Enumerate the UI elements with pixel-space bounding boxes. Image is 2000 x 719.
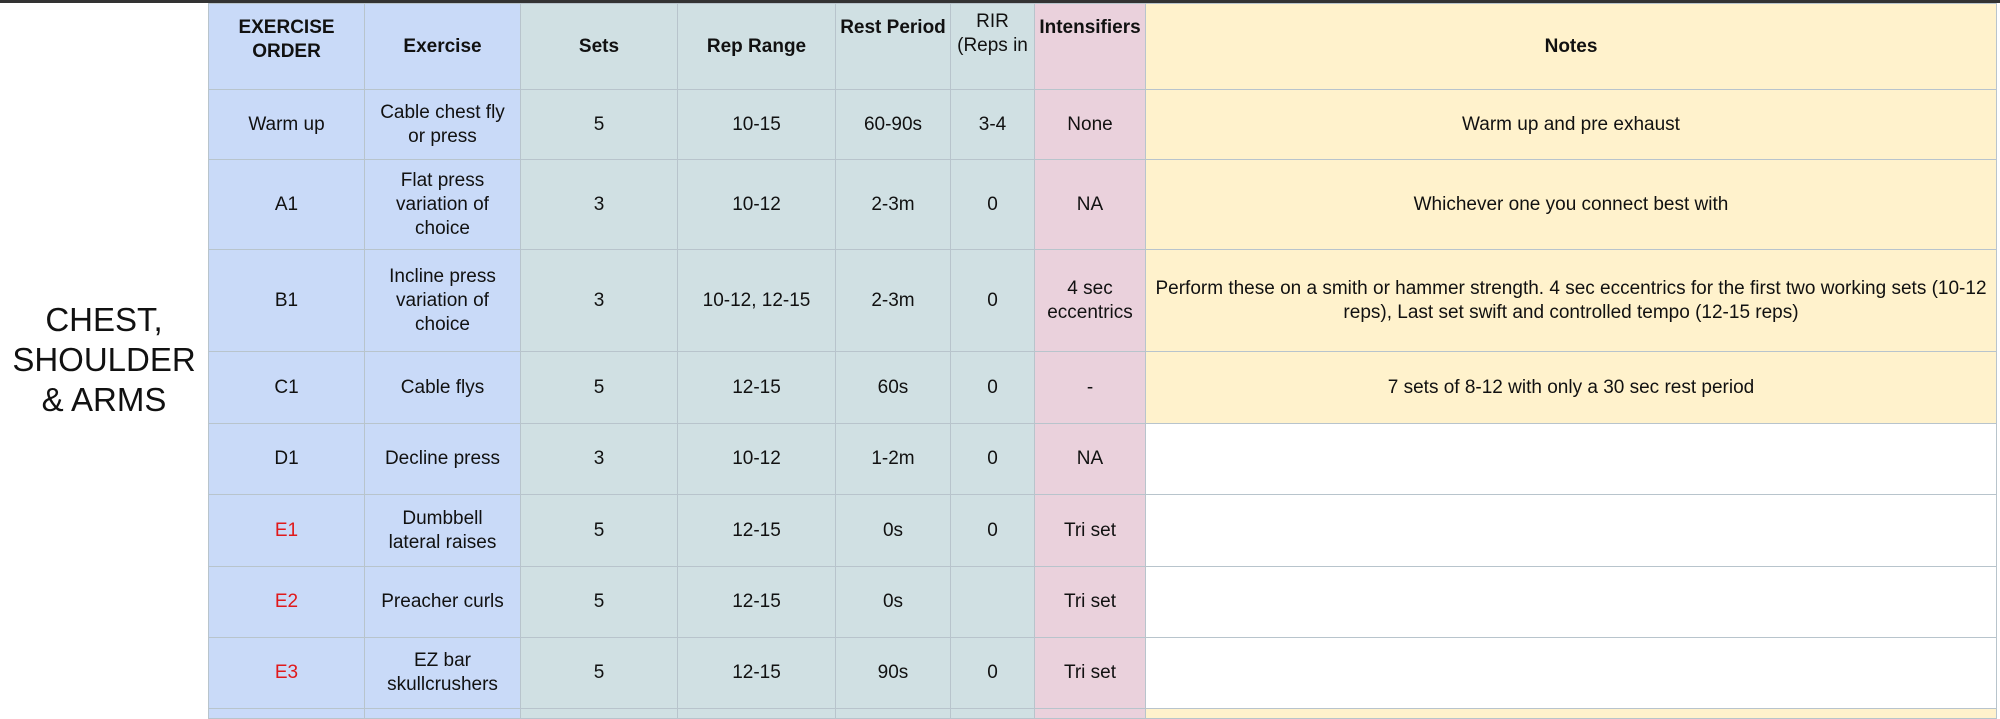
header-intensifiers[interactable]: Intensifiers bbox=[1034, 3, 1146, 90]
cell-order[interactable]: E3 bbox=[208, 637, 365, 709]
cell-exercise[interactable]: Preacher curls bbox=[364, 566, 521, 638]
cell-rep-range[interactable]: 12-15 bbox=[677, 637, 836, 709]
cell-notes[interactable]: Perform these on a smith or hammer stren… bbox=[1145, 249, 1997, 352]
cell-rir[interactable]: 0 bbox=[950, 637, 1035, 709]
cell-empty[interactable] bbox=[520, 708, 678, 719]
cell-rir[interactable] bbox=[950, 566, 1035, 638]
cell-intensifier[interactable]: Tri set bbox=[1034, 566, 1146, 638]
table-row: E3 EZ bar skullcrushers 5 12-15 90s 0 Tri set bbox=[208, 637, 1997, 709]
cell-exercise[interactable]: Cable flys bbox=[364, 351, 521, 424]
cell-sets[interactable]: 3 bbox=[520, 423, 678, 495]
cell-notes[interactable] bbox=[1145, 566, 1997, 638]
cell-intensifier[interactable]: NA bbox=[1034, 423, 1146, 495]
cell-sets[interactable]: 5 bbox=[520, 566, 678, 638]
cell-exercise[interactable]: Dumbbell lateral raises bbox=[364, 494, 521, 567]
cell-rir[interactable]: 0 bbox=[950, 249, 1035, 352]
header-row: EXERCISE ORDER Exercise Sets Rep Range R… bbox=[208, 3, 1997, 90]
cell-intensifier[interactable]: - bbox=[1034, 351, 1146, 424]
cell-order[interactable]: E2 bbox=[208, 566, 365, 638]
cell-notes[interactable] bbox=[1145, 494, 1997, 567]
cell-intensifier[interactable]: NA bbox=[1034, 159, 1146, 250]
cell-rir[interactable]: 0 bbox=[950, 423, 1035, 495]
cell-rep-range[interactable]: 12-15 bbox=[677, 566, 836, 638]
table-row: Warm up Cable chest fly or press 5 10-15 60-… bbox=[208, 89, 1997, 160]
cell-exercise[interactable]: Cable chest fly or press bbox=[364, 89, 521, 160]
cell-notes[interactable] bbox=[1145, 423, 1997, 495]
header-notes[interactable]: Notes bbox=[1145, 3, 1997, 90]
cell-rir[interactable]: 0 bbox=[950, 159, 1035, 250]
cell-intensifier[interactable]: 4 sec eccentrics bbox=[1034, 249, 1146, 352]
cell-empty[interactable] bbox=[364, 708, 521, 719]
cell-empty[interactable] bbox=[1034, 708, 1146, 719]
cell-order[interactable]: D1 bbox=[208, 423, 365, 495]
cell-rest-period[interactable]: 60-90s bbox=[835, 89, 951, 160]
workout-table: EXERCISE ORDER Exercise Sets Rep Range R… bbox=[208, 3, 1997, 719]
cell-rest-period[interactable]: 90s bbox=[835, 637, 951, 709]
table-row: A1 Flat press variation of choice 3 10-12 2-… bbox=[208, 159, 1997, 250]
cell-notes[interactable] bbox=[1145, 637, 1997, 709]
cell-order[interactable]: E1 bbox=[208, 494, 365, 567]
cell-empty[interactable] bbox=[208, 708, 365, 719]
cell-order[interactable]: Warm up bbox=[208, 89, 365, 160]
cell-sets[interactable]: 5 bbox=[520, 494, 678, 567]
cell-sets[interactable]: 5 bbox=[520, 637, 678, 709]
header-rep-range[interactable]: Rep Range bbox=[677, 3, 836, 90]
cell-exercise[interactable]: Incline press variation of choice bbox=[364, 249, 521, 352]
table-row: C1 Cable flys 5 12-15 60s 0-7 sets of 8-12 wi… bbox=[208, 351, 1997, 424]
cell-sets[interactable]: 3 bbox=[520, 249, 678, 352]
cell-rest-period[interactable]: 0s bbox=[835, 566, 951, 638]
table-row: B1 Incline press variation of choice 3 10-1… bbox=[208, 249, 1997, 352]
header-sets[interactable]: Sets bbox=[520, 3, 678, 90]
cell-rep-range[interactable]: 10-12 bbox=[677, 159, 836, 250]
cell-rep-range[interactable]: 10-15 bbox=[677, 89, 836, 160]
cell-exercise[interactable]: Flat press variation of choice bbox=[364, 159, 521, 250]
cell-rest-period[interactable]: 60s bbox=[835, 351, 951, 424]
cell-sets[interactable]: 3 bbox=[520, 159, 678, 250]
header-order[interactable]: EXERCISE ORDER bbox=[208, 3, 365, 90]
cell-order[interactable]: A1 bbox=[208, 159, 365, 250]
cell-exercise[interactable]: EZ bar skullcrushers bbox=[364, 637, 521, 709]
table-row bbox=[208, 708, 1997, 719]
table-row: E2 Preacher curls 5 12-15 0s Tri set bbox=[208, 566, 1997, 638]
top-border bbox=[0, 0, 2000, 3]
cell-empty[interactable] bbox=[1145, 708, 1997, 719]
cell-rir[interactable]: 0 bbox=[950, 494, 1035, 567]
section-label: CHEST, SHOULDER & ARMS bbox=[12, 301, 196, 418]
cell-order[interactable]: B1 bbox=[208, 249, 365, 352]
header-exercise[interactable]: Exercise bbox=[364, 3, 521, 90]
table-row: E1 Dumbbell lateral raises 5 12-15 0s 0 Tri se… bbox=[208, 494, 1997, 567]
cell-rir[interactable]: 3-4 bbox=[950, 89, 1035, 160]
cell-exercise[interactable]: Decline press bbox=[364, 423, 521, 495]
cell-rep-range[interactable]: 10-12, 12-15 bbox=[677, 249, 836, 352]
cell-sets[interactable]: 5 bbox=[520, 89, 678, 160]
cell-intensifier[interactable]: None bbox=[1034, 89, 1146, 160]
cell-empty[interactable] bbox=[835, 708, 951, 719]
cell-rest-period[interactable]: 0s bbox=[835, 494, 951, 567]
header-rest-period[interactable]: Rest Period bbox=[835, 3, 951, 90]
cell-intensifier[interactable]: Tri set bbox=[1034, 637, 1146, 709]
table-row: D1 Decline press 3 10-12 1-2m 0 NA bbox=[208, 423, 1997, 495]
cell-notes[interactable]: Whichever one you connect best with bbox=[1145, 159, 1997, 250]
cell-sets[interactable]: 5 bbox=[520, 351, 678, 424]
cell-empty[interactable] bbox=[677, 708, 836, 719]
cell-notes[interactable]: 7 sets of 8-12 with only a 30 sec rest p… bbox=[1145, 351, 1997, 424]
cell-intensifier[interactable]: Tri set bbox=[1034, 494, 1146, 567]
cell-order[interactable]: C1 bbox=[208, 351, 365, 424]
cell-rest-period[interactable]: 2-3m bbox=[835, 249, 951, 352]
cell-rest-period[interactable]: 1-2m bbox=[835, 423, 951, 495]
cell-rep-range[interactable]: 10-12 bbox=[677, 423, 836, 495]
cell-empty[interactable] bbox=[950, 708, 1035, 719]
cell-rep-range[interactable]: 12-15 bbox=[677, 351, 836, 424]
cell-rir[interactable]: 0 bbox=[950, 351, 1035, 424]
cell-rep-range[interactable]: 12-15 bbox=[677, 494, 836, 567]
cell-rest-period[interactable]: 2-3m bbox=[835, 159, 951, 250]
cell-notes[interactable]: Warm up and pre exhaust bbox=[1145, 89, 1997, 160]
header-rir[interactable]: RIR (Reps in bbox=[950, 3, 1035, 90]
